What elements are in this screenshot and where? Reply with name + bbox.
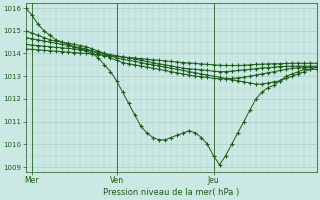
X-axis label: Pression niveau de la mer( hPa ): Pression niveau de la mer( hPa ) <box>103 188 239 197</box>
